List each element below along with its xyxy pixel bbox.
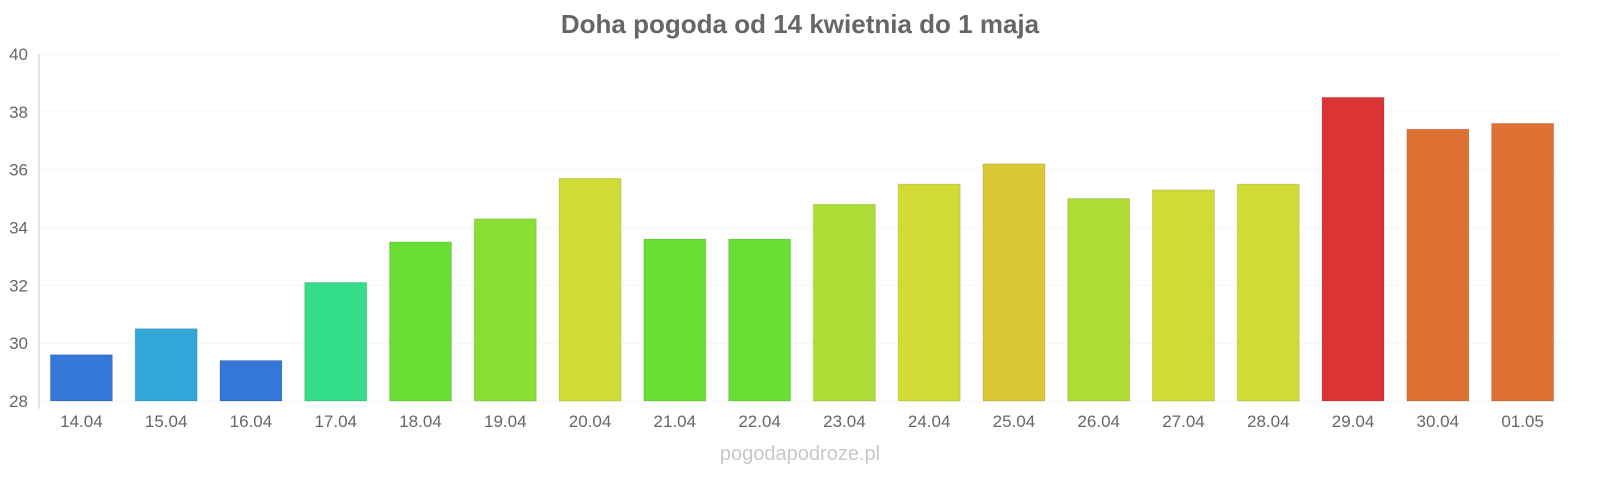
y-tick-label: 28 <box>9 392 28 411</box>
bar-30.04 <box>1406 128 1470 402</box>
x-tick-label: 20.04 <box>569 412 612 431</box>
bar-25.04 <box>982 163 1046 402</box>
x-tick-label: 26.04 <box>1077 412 1120 431</box>
bar-19.04 <box>473 218 537 402</box>
y-tick-label: 32 <box>9 276 28 295</box>
x-tick-label: 22.04 <box>738 412 781 431</box>
bar-18.04 <box>389 241 452 402</box>
x-tick-label: 16.04 <box>230 412 273 431</box>
x-tick-label: 23.04 <box>823 412 866 431</box>
x-tick-label: 27.04 <box>1162 412 1205 431</box>
x-tick-label: 01.05 <box>1501 412 1544 431</box>
y-tick-label: 30 <box>9 334 28 353</box>
bar-15.04 <box>134 328 198 402</box>
watermark: pogodapodroze.pl <box>720 443 880 465</box>
x-tick-label: 28.04 <box>1247 412 1290 431</box>
y-tick-label: 40 <box>9 45 28 64</box>
bar-24.04 <box>897 183 961 402</box>
bar-29.04 <box>1321 96 1385 402</box>
x-tick-label: 18.04 <box>399 412 442 431</box>
bar-17.04 <box>304 281 368 402</box>
x-tick-label: 25.04 <box>993 412 1036 431</box>
y-tick-label: 36 <box>9 161 28 180</box>
bar-14.04 <box>49 354 113 402</box>
x-tick-label: 30.04 <box>1417 412 1460 431</box>
y-tick-label: 34 <box>9 219 28 238</box>
bar-28.04 <box>1236 183 1300 402</box>
x-tick-label: 15.04 <box>145 412 188 431</box>
bar-20.04 <box>558 177 622 402</box>
bar-21.04 <box>643 238 707 402</box>
x-tick-label: 21.04 <box>654 412 697 431</box>
bar-16.04 <box>219 360 283 402</box>
bar-01.05 <box>1491 122 1555 402</box>
x-tick-label: 14.04 <box>60 412 103 431</box>
x-tick-label: 19.04 <box>484 412 527 431</box>
bar-22.04 <box>728 238 792 402</box>
x-tick-label: 17.04 <box>314 412 357 431</box>
chart-title: Doha pogoda od 14 kwietnia do 1 maja <box>561 9 1040 39</box>
bar-23.04 <box>812 203 876 402</box>
bar-27.04 <box>1152 189 1215 402</box>
x-tick-label: 24.04 <box>908 412 951 431</box>
bar-26.04 <box>1067 198 1131 402</box>
x-tick-label: 29.04 <box>1332 412 1375 431</box>
y-tick-label: 38 <box>9 103 28 122</box>
